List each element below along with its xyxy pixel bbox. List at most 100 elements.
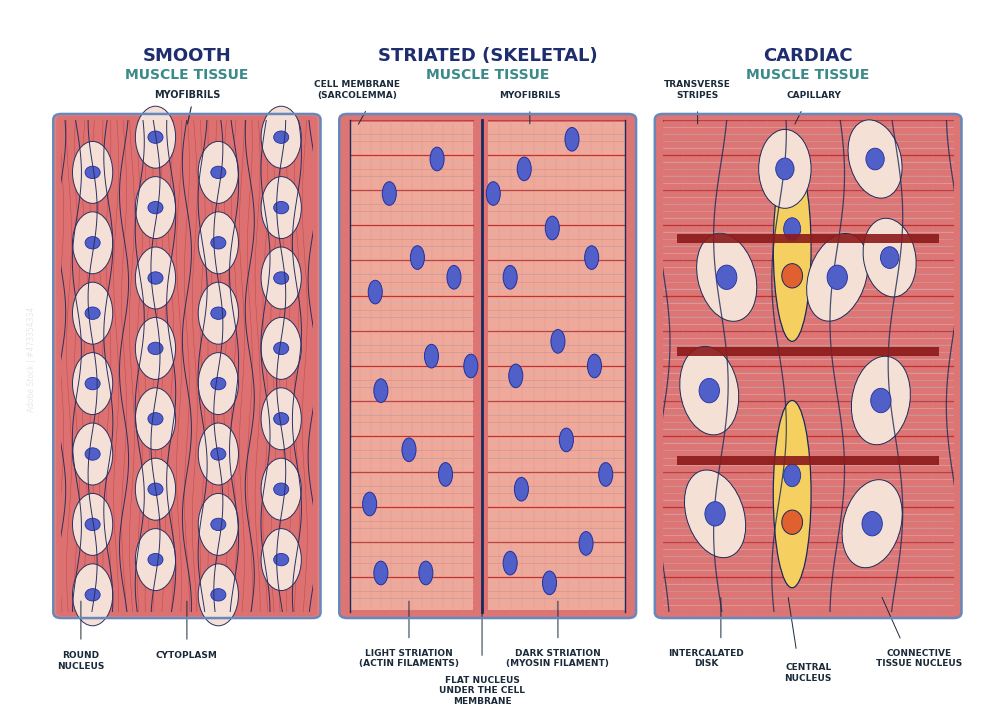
Ellipse shape — [542, 571, 557, 595]
Ellipse shape — [782, 264, 803, 288]
Ellipse shape — [274, 202, 289, 214]
Ellipse shape — [776, 158, 794, 180]
Text: DARK STRIATION
(MYOSIN FILAMENT): DARK STRIATION (MYOSIN FILAMENT) — [506, 649, 609, 668]
Ellipse shape — [374, 561, 388, 585]
Ellipse shape — [862, 511, 882, 536]
Text: SMOOTH: SMOOTH — [143, 48, 231, 66]
Ellipse shape — [85, 166, 100, 179]
Ellipse shape — [274, 342, 289, 354]
Ellipse shape — [211, 589, 226, 601]
Ellipse shape — [211, 448, 226, 460]
Ellipse shape — [274, 272, 289, 284]
Ellipse shape — [430, 147, 444, 171]
Ellipse shape — [211, 377, 226, 390]
Ellipse shape — [447, 266, 461, 289]
Ellipse shape — [148, 272, 163, 284]
Ellipse shape — [85, 518, 100, 531]
Ellipse shape — [759, 130, 811, 208]
Ellipse shape — [880, 247, 899, 269]
Ellipse shape — [135, 318, 176, 379]
Ellipse shape — [402, 438, 416, 462]
Ellipse shape — [585, 246, 599, 269]
Ellipse shape — [261, 318, 301, 379]
Ellipse shape — [274, 413, 289, 425]
Ellipse shape — [85, 377, 100, 390]
Ellipse shape — [72, 282, 113, 344]
Ellipse shape — [135, 176, 176, 238]
Ellipse shape — [148, 483, 163, 495]
Text: MUSCLE TISSUE: MUSCLE TISSUE — [426, 68, 549, 82]
Ellipse shape — [72, 423, 113, 485]
Ellipse shape — [684, 470, 746, 558]
Ellipse shape — [842, 480, 902, 568]
Ellipse shape — [72, 141, 113, 203]
Ellipse shape — [773, 154, 811, 341]
Ellipse shape — [871, 388, 891, 413]
Ellipse shape — [198, 493, 238, 555]
Ellipse shape — [599, 462, 613, 486]
Text: CONNECTIVE
TISSUE NUCLEUS: CONNECTIVE TISSUE NUCLEUS — [876, 649, 962, 668]
Ellipse shape — [261, 107, 301, 168]
Ellipse shape — [503, 266, 517, 289]
Ellipse shape — [72, 212, 113, 274]
Ellipse shape — [368, 280, 382, 304]
Ellipse shape — [464, 354, 478, 378]
Ellipse shape — [274, 483, 289, 495]
Ellipse shape — [410, 246, 424, 269]
Ellipse shape — [565, 127, 579, 151]
Ellipse shape — [72, 353, 113, 415]
Ellipse shape — [782, 510, 803, 534]
Text: MYOFIBRILS: MYOFIBRILS — [154, 90, 220, 100]
Ellipse shape — [261, 388, 301, 450]
Text: CARDIAC: CARDIAC — [763, 48, 853, 66]
Ellipse shape — [261, 176, 301, 238]
Text: MYOFIBRILS: MYOFIBRILS — [499, 91, 561, 100]
Text: CYTOPLASM: CYTOPLASM — [156, 651, 218, 660]
Ellipse shape — [135, 528, 176, 590]
Ellipse shape — [374, 379, 388, 402]
Ellipse shape — [424, 344, 438, 368]
Bar — [488, 122, 625, 611]
Ellipse shape — [148, 413, 163, 425]
Ellipse shape — [851, 356, 910, 445]
Text: INTERCALATED
DISK: INTERCALATED DISK — [668, 649, 744, 668]
Ellipse shape — [261, 528, 301, 590]
Ellipse shape — [866, 148, 884, 170]
Ellipse shape — [148, 202, 163, 214]
Ellipse shape — [699, 379, 719, 402]
Ellipse shape — [559, 428, 573, 451]
Text: LIGHT STRIATION
(ACTIN FILAMENTS): LIGHT STRIATION (ACTIN FILAMENTS) — [359, 649, 459, 668]
Ellipse shape — [85, 448, 100, 460]
Bar — [350, 122, 473, 611]
Text: STRIATED (SKELETAL): STRIATED (SKELETAL) — [378, 48, 597, 66]
Ellipse shape — [382, 181, 396, 205]
Ellipse shape — [72, 493, 113, 555]
Text: CELL MEMBRANE
(SARCOLEMMA): CELL MEMBRANE (SARCOLEMMA) — [314, 81, 400, 100]
Ellipse shape — [135, 458, 176, 520]
Ellipse shape — [261, 247, 301, 309]
Ellipse shape — [773, 400, 811, 588]
Ellipse shape — [211, 518, 226, 531]
Ellipse shape — [545, 216, 559, 240]
Ellipse shape — [579, 531, 593, 555]
Ellipse shape — [509, 364, 523, 387]
Ellipse shape — [807, 233, 868, 321]
Text: CAPILLARY: CAPILLARY — [787, 91, 841, 100]
Ellipse shape — [827, 265, 847, 289]
Ellipse shape — [486, 181, 500, 205]
Ellipse shape — [135, 107, 176, 168]
Ellipse shape — [784, 217, 801, 240]
Ellipse shape — [419, 561, 433, 585]
Bar — [677, 456, 939, 464]
Ellipse shape — [551, 330, 565, 354]
Ellipse shape — [784, 464, 801, 487]
Ellipse shape — [72, 564, 113, 626]
Ellipse shape — [198, 141, 238, 203]
Bar — [677, 234, 939, 243]
Text: MUSCLE TISSUE: MUSCLE TISSUE — [125, 68, 249, 82]
Ellipse shape — [198, 564, 238, 626]
Ellipse shape — [85, 237, 100, 249]
Ellipse shape — [438, 462, 453, 486]
Ellipse shape — [135, 247, 176, 309]
Ellipse shape — [503, 552, 517, 575]
